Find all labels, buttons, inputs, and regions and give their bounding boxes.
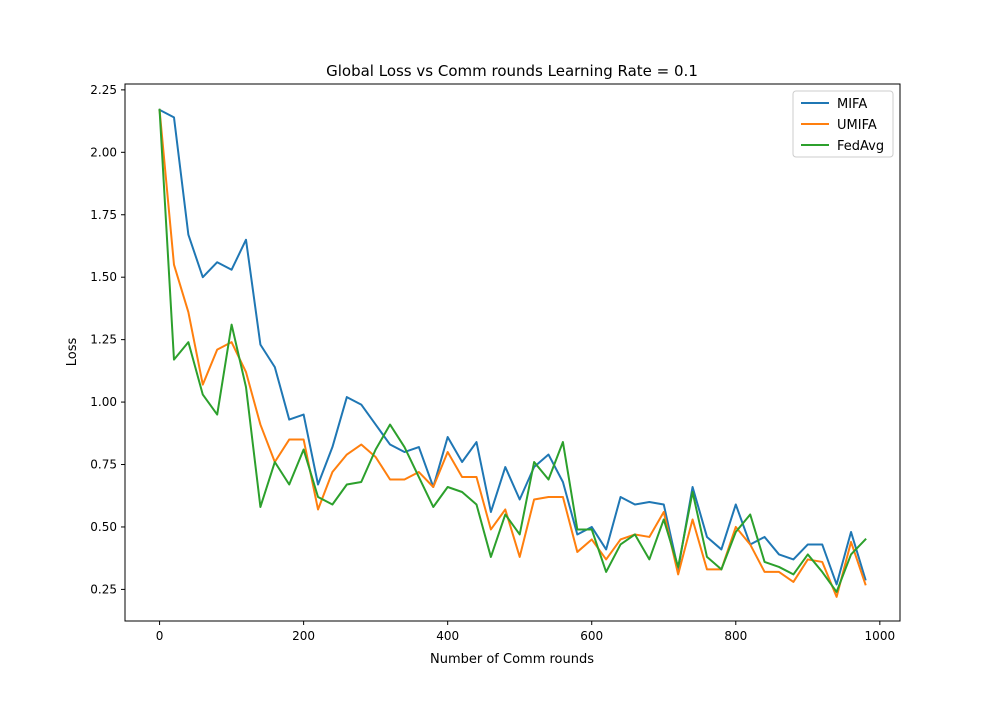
y-tick-label: 1.25	[90, 333, 117, 347]
series-line-umifa	[158, 108, 867, 598]
legend: MIFA UMIFA FedAvg	[792, 90, 894, 158]
y-axis-label: Loss	[65, 338, 80, 367]
x-tick-label: 1000	[865, 629, 896, 643]
y-tick-label: 2.00	[90, 145, 117, 159]
legend-label-fedavg: FedAvg	[837, 139, 884, 154]
chart-title: Global Loss vs Comm rounds Learning Rate…	[326, 62, 698, 80]
legend-label-mifa: MIFA	[837, 97, 867, 112]
y-tick-label: 1.00	[90, 395, 117, 409]
series-line-fedavg	[158, 108, 867, 593]
y-tick-label: 0.25	[90, 582, 117, 596]
legend-label-umifa: UMIFA	[837, 118, 877, 133]
x-axis-label: Number of Comm rounds	[430, 652, 594, 667]
x-tick-label: 800	[724, 629, 747, 643]
series-line-mifa	[158, 108, 867, 586]
x-tick-label: 0	[156, 629, 164, 643]
y-tick-label: 0.75	[90, 458, 117, 472]
y-tick-label: 1.75	[90, 208, 117, 222]
x-tick-label: 600	[580, 629, 603, 643]
legend-box	[792, 90, 894, 158]
x-tick-label: 200	[292, 629, 315, 643]
y-tick-label: 1.50	[90, 270, 117, 284]
x-tick-label: 400	[436, 629, 459, 643]
plot-area-frame	[124, 83, 901, 622]
y-tick-label: 2.25	[90, 83, 117, 97]
y-tick-label: 0.50	[90, 520, 117, 534]
